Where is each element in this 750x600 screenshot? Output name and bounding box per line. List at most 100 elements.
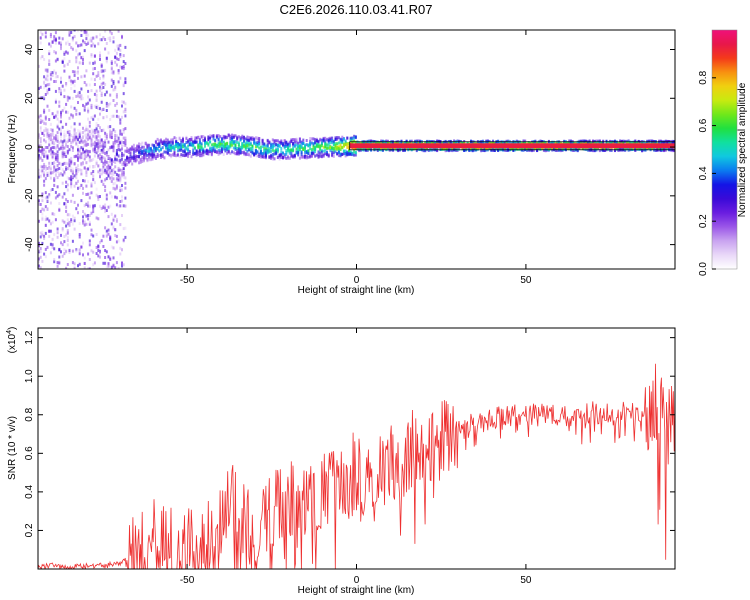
- spectrogram-cell: [53, 165, 56, 169]
- spectrogram-cell: [141, 157, 144, 161]
- spectrogram-cell: [344, 139, 347, 143]
- spectrogram-cell: [117, 204, 120, 208]
- spectrogram-cell: [83, 204, 86, 208]
- spectrogram-cell: [312, 152, 315, 156]
- spectrogram-cell: [88, 124, 91, 128]
- spectrogram-cell: [124, 181, 127, 185]
- spectrogram-cell: [275, 150, 278, 154]
- spectrogram-cell: [244, 147, 247, 151]
- spectrogram-cell: [66, 95, 69, 99]
- spectrogram-cell: [97, 245, 100, 249]
- spectrogram-cell: [527, 147, 530, 151]
- spectrogram-cell: [39, 150, 42, 153]
- spectrogram-cell: [302, 155, 305, 159]
- spectrogram-cell: [117, 159, 120, 163]
- spectrogram-cell: [102, 74, 105, 78]
- spectrogram-cell: [87, 201, 90, 205]
- spectrogram-cell: [83, 74, 86, 78]
- spectrogram-cell: [229, 137, 232, 141]
- spectrogram-cell: [112, 88, 115, 92]
- spectrogram-cell: [295, 147, 298, 151]
- spectrogram-cell: [320, 150, 323, 154]
- spectrogram-cell: [107, 228, 110, 232]
- spectrogram-cell: [226, 135, 229, 139]
- snr-panel: -50 0 50 0.20.40.60.81.01.2 Height of stra…: [6, 327, 676, 596]
- spectrogram-cell: [100, 168, 103, 172]
- spectrogram-cell: [458, 147, 461, 151]
- spectrogram-cell: [295, 138, 298, 142]
- spectrogram-cell: [182, 143, 184, 147]
- spectrogram-cell: [300, 140, 303, 144]
- spectrogram-cell: [231, 143, 234, 147]
- spectrogram-cell: [70, 144, 73, 148]
- spectrogram-cell: [61, 181, 64, 185]
- spectrogram-cell: [273, 149, 276, 153]
- spectrogram-cell: [95, 252, 98, 255]
- spectrogram-cell: [276, 149, 279, 153]
- spectrogram-cell: [44, 31, 47, 35]
- spectrogram-cell: [258, 152, 261, 156]
- spectrogram-cell: [95, 35, 98, 39]
- spectrogram-cell: [671, 141, 674, 145]
- spectrogram-cell: [38, 87, 40, 91]
- spectrogram-cell: [117, 44, 120, 48]
- spectrogram-cell: [82, 253, 84, 257]
- spectrogram-cell: [219, 143, 222, 147]
- spectrogram-cell: [324, 136, 327, 140]
- spectrogram-cell: [122, 100, 125, 104]
- spectrogram-cell: [100, 68, 103, 72]
- spectrogram-cell: [93, 150, 96, 154]
- spectrogram-cell: [43, 148, 46, 152]
- snr-x-label: Height of straight line (km): [298, 585, 415, 596]
- spectrogram-cell: [558, 140, 561, 144]
- spectrogram-cell: [87, 180, 90, 184]
- spectrogram-cell: [102, 116, 105, 120]
- spectrogram-cell: [124, 186, 127, 190]
- spectrogram-cell: [263, 154, 266, 158]
- spectrogram-cell: [217, 150, 220, 154]
- spectrogram-cell: [419, 147, 422, 151]
- spectrogram-cell: [105, 165, 108, 169]
- spectrogram-cell: [436, 139, 439, 143]
- spectrogram-cell: [104, 157, 107, 161]
- spectrogram-cell: [636, 141, 638, 145]
- spectrogram-cell: [276, 139, 279, 143]
- spectrogram-cell: [112, 159, 115, 163]
- spectrogram-cell: [70, 160, 73, 164]
- spectrogram-cell: [348, 145, 350, 149]
- spectrogram-cell: [61, 153, 64, 157]
- spectrogram-cell: [71, 175, 74, 178]
- spectrogram-cell: [44, 168, 47, 172]
- spectrogram-cell: [305, 156, 308, 160]
- spectrogram-cell: [56, 261, 59, 265]
- spectrogram-cell: [90, 106, 93, 110]
- spectrogram-cell: [48, 194, 51, 198]
- spectrogram-cell: [99, 195, 101, 198]
- spectrogram-cell: [51, 161, 54, 165]
- spectrogram-cell: [285, 156, 288, 160]
- snr-y-tick-label: 0.2: [24, 523, 35, 537]
- spectrogram-cell: [327, 153, 330, 157]
- spectrogram-cell: [88, 239, 91, 243]
- spectrogram-cell: [65, 41, 68, 45]
- spectrogram-cell: [39, 255, 42, 259]
- spectrogram-cell: [109, 36, 112, 40]
- spectrogram-cell: [68, 223, 71, 227]
- spectrogram-cell: [529, 141, 532, 145]
- spectrogram-cell: [65, 122, 68, 126]
- spectrogram-cell: [319, 151, 322, 155]
- spectrogram-cell: [182, 149, 184, 153]
- spectrogram-cell: [58, 172, 61, 176]
- spectrogram-cell: [48, 136, 51, 140]
- spectrogram-cell: [124, 226, 127, 230]
- spectrogram-cell: [39, 114, 42, 118]
- spectrogram-cell: [149, 147, 152, 151]
- spectrogram-cell: [337, 145, 340, 149]
- spectrogram-cell: [88, 267, 91, 269]
- spectrogram-cell: [73, 35, 76, 39]
- spectrogram-cell: [70, 46, 73, 50]
- spectrogram-cell: [217, 134, 220, 138]
- spectrogram-cell: [92, 147, 95, 151]
- spectrogram-cell: [85, 193, 88, 196]
- spectrogram-cell: [198, 140, 201, 144]
